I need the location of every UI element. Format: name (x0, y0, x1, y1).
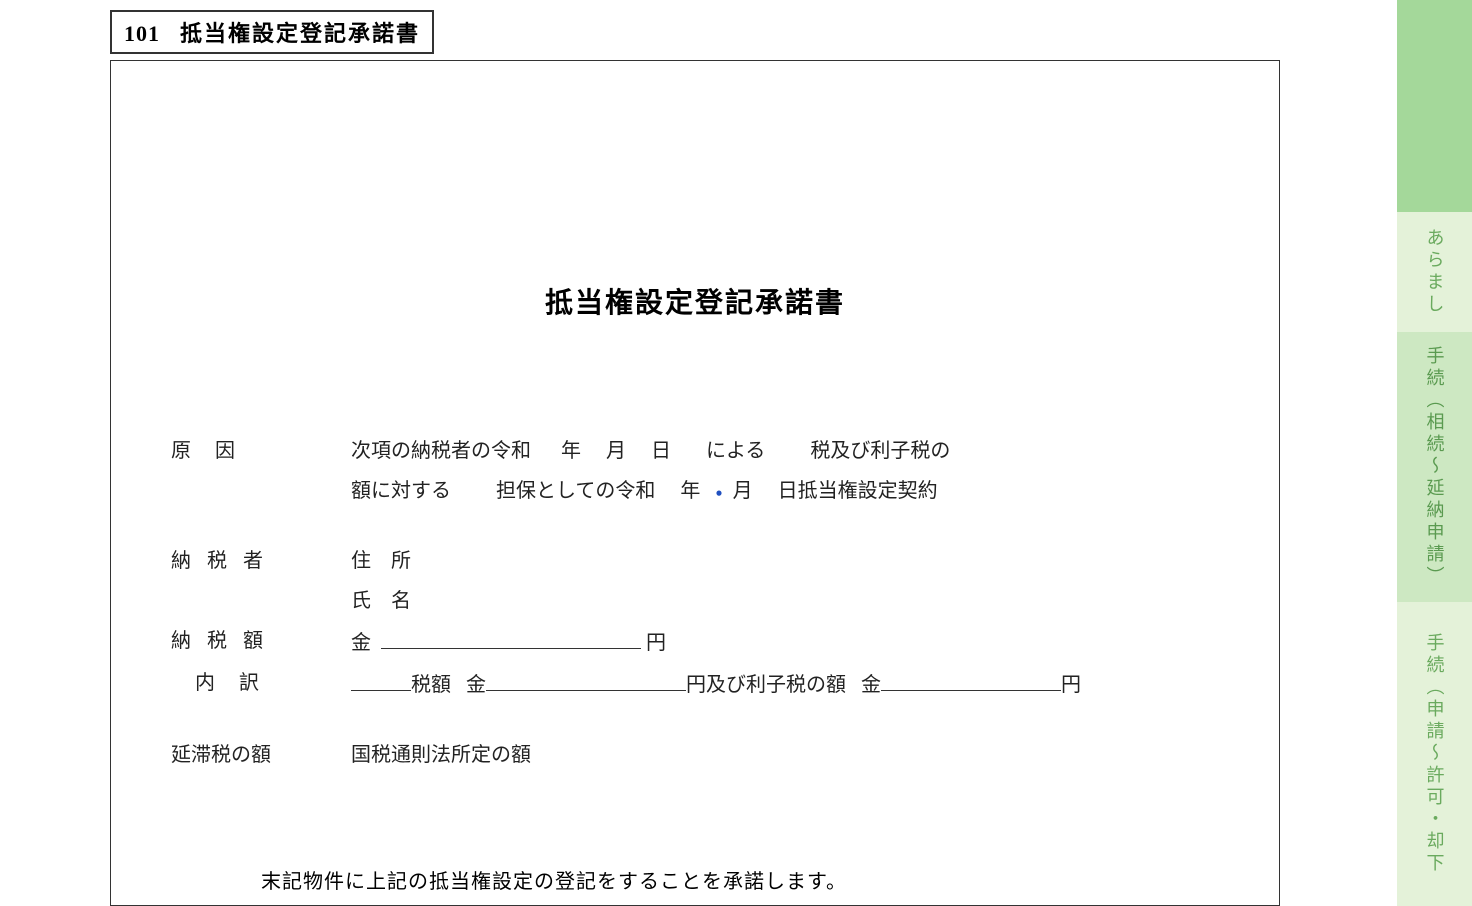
text: 金 (351, 632, 371, 654)
consent-text: 末記物件に上記の抵当権設定の登記をすることを承諾します。 (261, 865, 1219, 894)
text: 年 (561, 440, 581, 462)
form-frame: 抵当権設定登記承諾書 原因 次項の納税者の令和 年 月 日 による 税及び利子税… (110, 60, 1280, 906)
label-latetax: 延滞税の額 (171, 735, 351, 775)
row-taxamt: 納税額 金 円 (171, 621, 1219, 663)
text: 税及び利子税の (810, 440, 950, 462)
text: 円及び利子税の額 (686, 674, 846, 696)
row-taxpayer-addr: 納税者 住所 (171, 541, 1219, 581)
row-cause-1: 原因 次項の納税者の令和 年 月 日 による 税及び利子税の (171, 431, 1219, 471)
label-taxpayer: 納税者 (171, 541, 351, 581)
side-tabs: あらまし 手続（相続〜延納申請） 手続（申請〜許可・却下 (1397, 0, 1472, 906)
text: 月 (606, 440, 626, 462)
text: 年 (680, 480, 700, 502)
text: 日抵当権設定契約 (778, 480, 938, 502)
row-latetax: 延滞税の額 国税通則法所定の額 (171, 735, 1219, 775)
text: 日 (651, 440, 671, 462)
taxpayer-addr: 住所 (351, 541, 1219, 581)
text: 金 (466, 674, 486, 696)
taxpayer-name: 氏名 (351, 581, 1219, 621)
underline (351, 663, 411, 691)
text: 税額 (411, 674, 451, 696)
text: 担保としての令和 (496, 480, 655, 502)
underline (381, 621, 641, 649)
label-blank (171, 471, 351, 511)
cause-content-2: 額に対する 担保としての令和 年 ● 月 日抵当権設定契約 (351, 471, 1219, 511)
row-breakdown: 内訳 税額 金円及び利子税の額 金円 (171, 663, 1219, 705)
underline (881, 663, 1061, 691)
label-taxamt: 納税額 (171, 621, 351, 663)
tab-aramashi[interactable]: あらまし (1397, 212, 1472, 332)
label-blank (171, 581, 351, 621)
underline (486, 663, 686, 691)
text: 額に対する (351, 480, 451, 502)
section-header: 101 抵当権設定登記承諾書 (110, 10, 434, 54)
label-breakdown: 内訳 (171, 663, 351, 705)
text: 金 (861, 674, 881, 696)
form-title: 抵当権設定登記承諾書 (171, 281, 1219, 321)
sublabel-name: 氏名 (351, 581, 431, 621)
label-cause: 原因 (171, 431, 351, 471)
text: 円 (1061, 674, 1081, 696)
dot-icon: ● (715, 485, 722, 499)
sublabel-addr: 住所 (351, 541, 431, 581)
tab-blank[interactable] (1397, 0, 1472, 212)
latetax-content: 国税通則法所定の額 (351, 735, 1219, 775)
section-number: 101 (124, 21, 160, 46)
text: による (706, 440, 765, 462)
row-cause-2: 額に対する 担保としての令和 年 ● 月 日抵当権設定契約 (171, 471, 1219, 511)
tab-tetsuzuki-2[interactable]: 手続（申請〜許可・却下 (1397, 602, 1472, 906)
cause-content-1: 次項の納税者の令和 年 月 日 による 税及び利子税の (351, 431, 1219, 471)
text: 月 (733, 480, 753, 502)
tab-tetsuzuki-1[interactable]: 手続（相続〜延納申請） (1397, 332, 1472, 602)
breakdown-content: 税額 金円及び利子税の額 金円 (351, 663, 1219, 705)
section-title: 抵当権設定登記承諾書 (180, 21, 420, 46)
taxamt-content: 金 円 (351, 621, 1219, 663)
text: 円 (646, 632, 666, 654)
row-taxpayer-name: 氏名 (171, 581, 1219, 621)
text: 次項の納税者の令和 (351, 440, 531, 462)
